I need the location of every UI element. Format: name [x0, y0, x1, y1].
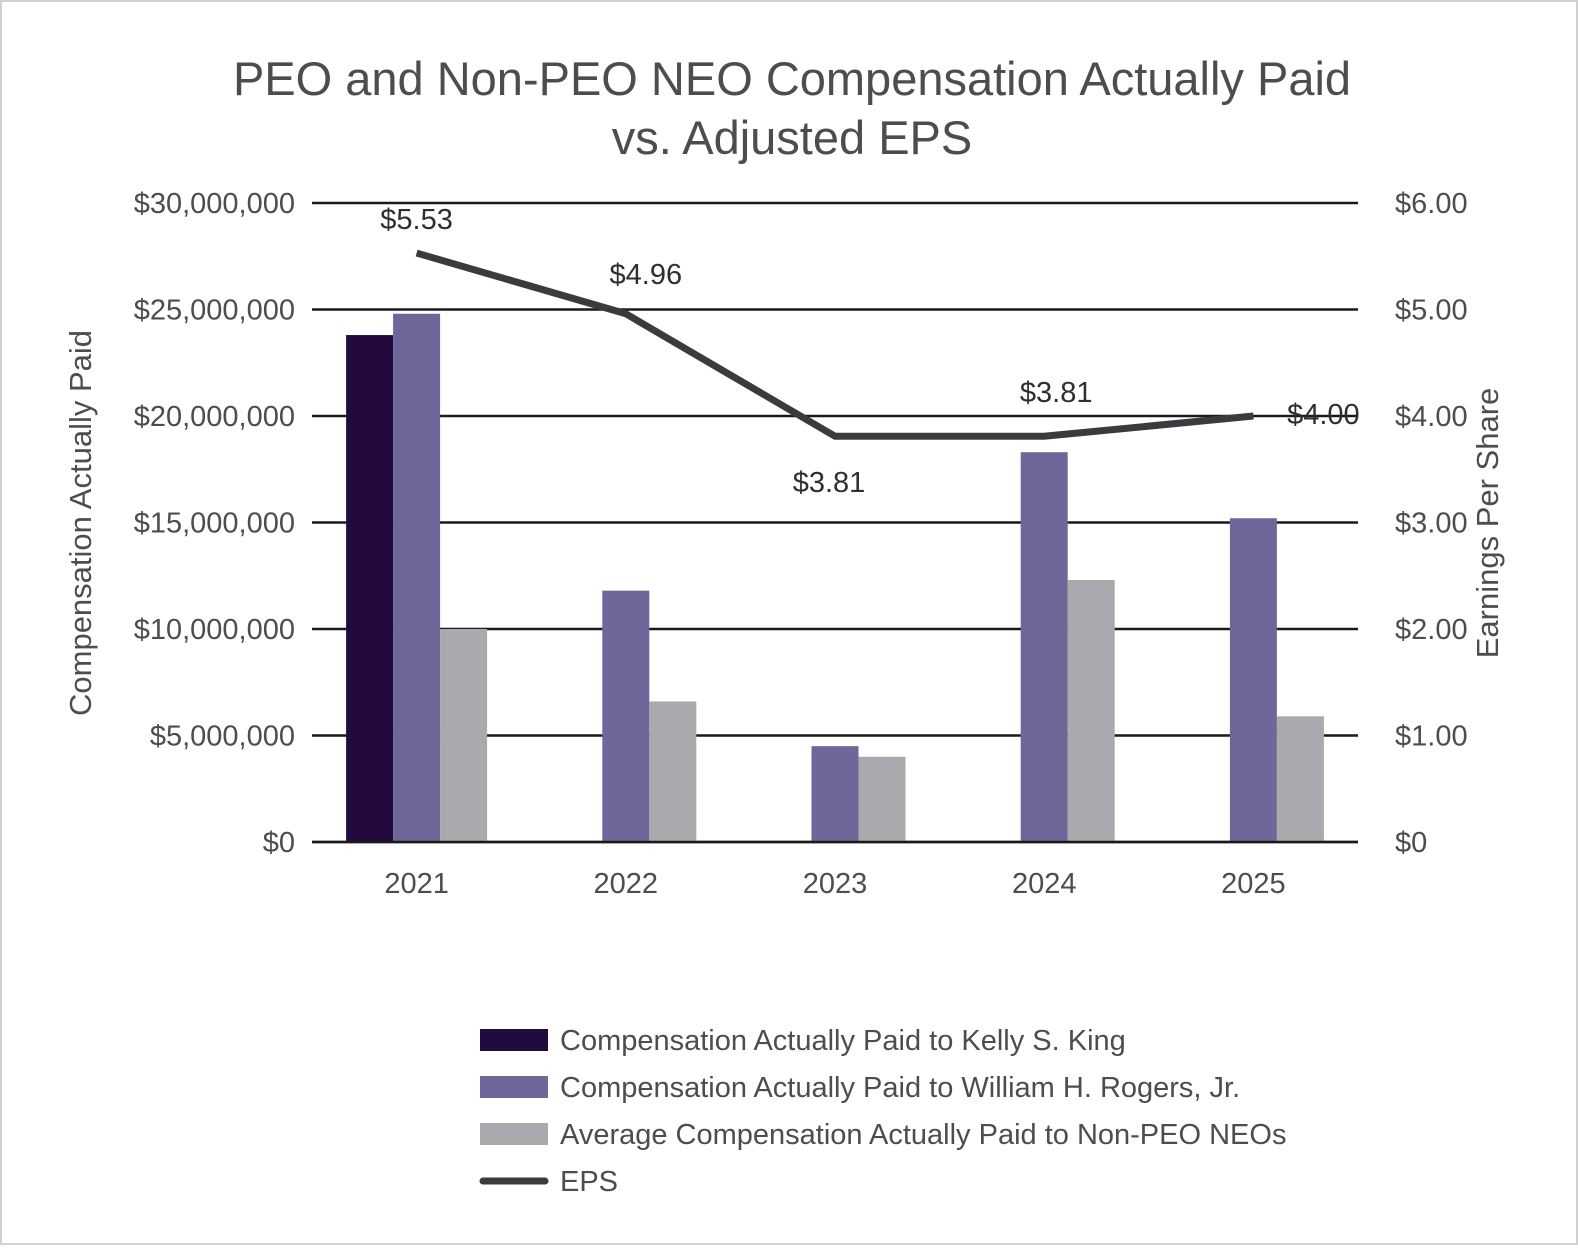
- legend: Compensation Actually Paid to Kelly S. K…: [479, 1025, 1286, 1198]
- legend-swatch: [480, 1123, 548, 1145]
- x-tick-label: 2021: [384, 868, 449, 900]
- bar-2021-series-2: [393, 313, 441, 842]
- eps-data-label: $3.81: [1020, 377, 1093, 409]
- right-axis-ticks: $0 $1.00 $2.00 $3.00 $4.00 $5.00 $6.00: [1395, 188, 1468, 859]
- left-tick-label: $15,000,000: [134, 508, 295, 540]
- right-tick-label: $3.00: [1395, 508, 1468, 540]
- chart-title: PEO and Non-PEO NEO Compensation Actuall…: [233, 52, 1351, 164]
- left-tick-label: $10,000,000: [134, 614, 295, 646]
- bar-2025-series-2: [1229, 518, 1277, 842]
- right-tick-label: $6.00: [1395, 188, 1468, 220]
- eps-labels: $5.53 $4.96 $3.81 $3.81 $4.00: [380, 204, 1359, 499]
- x-tick-label: 2024: [1012, 868, 1077, 900]
- legend-label: Average Compensation Actually Paid to No…: [560, 1119, 1286, 1151]
- left-axis-title: Compensation Actually Paid: [63, 330, 98, 716]
- eps-data-label: $4.96: [610, 259, 683, 291]
- bar-2024-series-2: [1020, 452, 1068, 842]
- bar-2025-series-3: [1276, 716, 1324, 842]
- right-tick-label: $2.00: [1395, 614, 1468, 646]
- bar-2023-series-2: [811, 746, 859, 842]
- left-tick-label: $25,000,000: [134, 295, 295, 327]
- right-axis-title: Earnings Per Share: [1470, 388, 1505, 659]
- bar-2022-series-2: [602, 590, 650, 842]
- x-tick-label: 2025: [1221, 868, 1286, 900]
- eps-data-label: $5.53: [380, 204, 453, 236]
- left-axis-ticks: $0 $5,000,000 $10,000,000 $15,000,000 $20,00…: [134, 188, 295, 859]
- right-tick-label: $5.00: [1395, 295, 1468, 327]
- legend-label: EPS: [560, 1166, 618, 1198]
- legend-label: Compensation Actually Paid to Kelly S. K…: [560, 1025, 1126, 1057]
- eps-series-line: [415, 249, 1254, 440]
- x-tick-label: 2022: [594, 868, 659, 900]
- eps-line: [415, 249, 1254, 440]
- left-tick-label: $20,000,000: [134, 401, 295, 433]
- right-tick-label: $1.00: [1395, 721, 1468, 753]
- chart-title-line-2: vs. Adjusted EPS: [612, 111, 973, 164]
- left-tick-label: $30,000,000: [134, 188, 295, 220]
- chart-title-line-1: PEO and Non-PEO NEO Compensation Actuall…: [233, 52, 1351, 105]
- right-tick-label: $4.00: [1395, 401, 1468, 433]
- bar-2022-series-3: [649, 701, 697, 842]
- right-tick-label: $0: [1395, 827, 1427, 859]
- eps-data-label: $4.00: [1287, 399, 1360, 431]
- x-axis-ticks: 2021 2022 2023 2024 2025: [384, 868, 1285, 900]
- bar-2021-series-1: [346, 335, 394, 842]
- legend-label: Compensation Actually Paid to William H.…: [560, 1072, 1240, 1104]
- bar-2024-series-3: [1067, 580, 1115, 842]
- legend-swatch: [480, 1076, 548, 1098]
- legend-swatch: [480, 1029, 548, 1051]
- x-tick-label: 2023: [803, 868, 868, 900]
- left-tick-label: $5,000,000: [150, 721, 295, 753]
- left-tick-label: $0: [263, 827, 295, 859]
- eps-data-label: $3.81: [793, 467, 866, 499]
- bar-2021-series-3: [440, 629, 488, 842]
- bars: [312, 313, 1358, 844]
- bar-2023-series-3: [858, 756, 906, 842]
